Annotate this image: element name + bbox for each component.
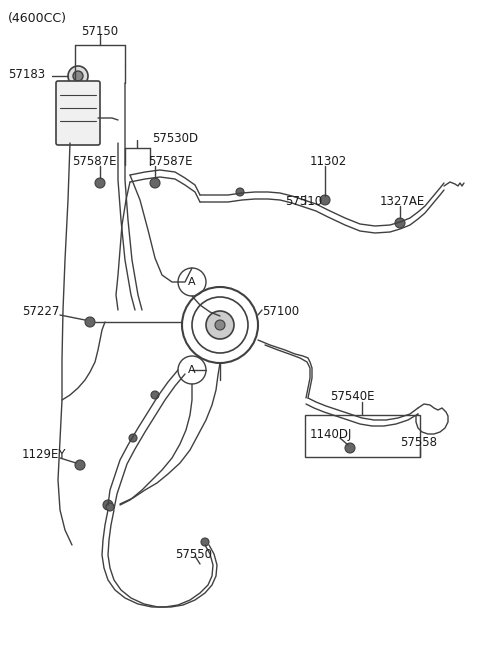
Text: 57540E: 57540E <box>330 390 374 403</box>
Text: 57183: 57183 <box>8 68 45 81</box>
Text: 11302: 11302 <box>310 155 347 168</box>
Text: 57510: 57510 <box>285 195 322 208</box>
Text: 57150: 57150 <box>82 25 119 38</box>
Text: (4600CC): (4600CC) <box>8 12 67 25</box>
Circle shape <box>95 178 105 188</box>
Text: A: A <box>188 365 196 375</box>
Circle shape <box>75 460 85 470</box>
Circle shape <box>103 500 113 510</box>
Circle shape <box>215 320 225 330</box>
Circle shape <box>73 71 83 81</box>
Text: A: A <box>188 277 196 287</box>
Circle shape <box>85 317 95 327</box>
Text: 1327AE: 1327AE <box>380 195 425 208</box>
Text: 1129EY: 1129EY <box>22 448 67 461</box>
Text: 57587E: 57587E <box>148 155 192 168</box>
Circle shape <box>150 178 160 188</box>
Circle shape <box>320 195 330 205</box>
Text: 57550: 57550 <box>175 548 212 561</box>
Circle shape <box>206 311 234 339</box>
Bar <box>305 415 420 457</box>
FancyBboxPatch shape <box>56 81 100 145</box>
Circle shape <box>106 503 114 511</box>
Text: 57558: 57558 <box>400 436 437 449</box>
Circle shape <box>395 218 405 228</box>
Text: 57530D: 57530D <box>152 132 198 145</box>
Circle shape <box>201 538 209 546</box>
Text: 1140DJ: 1140DJ <box>310 428 352 441</box>
Circle shape <box>151 391 159 399</box>
Circle shape <box>236 188 244 196</box>
Text: 57227: 57227 <box>22 305 60 318</box>
Circle shape <box>68 66 88 86</box>
Circle shape <box>345 443 355 453</box>
Text: 57587E: 57587E <box>72 155 117 168</box>
Circle shape <box>129 434 137 442</box>
Text: 57100: 57100 <box>262 305 299 318</box>
